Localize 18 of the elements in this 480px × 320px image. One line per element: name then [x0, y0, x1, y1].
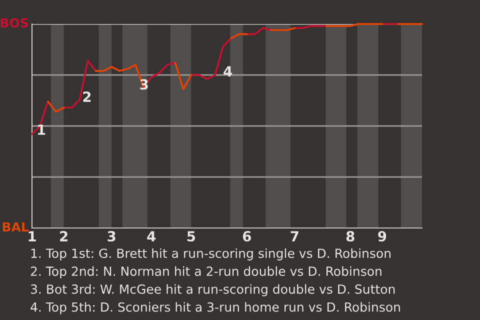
- annotation: 1: [38, 124, 46, 135]
- x-tick-label: 9: [378, 231, 386, 242]
- x-tick-label: 6: [242, 231, 251, 242]
- text: BAL: [2, 222, 29, 232]
- x-tick-label: 1: [28, 231, 36, 242]
- text: 4. Top 5th: D. Sconiers hit a 3-run home run vs D. Robinson: [30, 302, 400, 314]
- annotation: 2: [83, 92, 91, 102]
- x-tick-label: 8: [346, 231, 354, 242]
- x-tick-label: 7: [290, 231, 298, 242]
- annotation: 4: [224, 66, 232, 76]
- text: BOS: [0, 18, 28, 28]
- text: 2. Top 2nd: N. Norman hit a 2-run double vs D. Robinson: [30, 266, 382, 278]
- text: 3. Bot 3rd: W. McGee hit a run-scoring double vs D. Sutton: [30, 284, 395, 296]
- text: 1. Top 1st: G. Brett hit a run-scoring single vs D. Robinson: [31, 248, 390, 260]
- x-tick-label: 4: [147, 231, 156, 242]
- x-tick-label: 3: [108, 231, 116, 242]
- x-tick-label: 2: [60, 231, 68, 242]
- x-tick-label: 5: [187, 231, 196, 242]
